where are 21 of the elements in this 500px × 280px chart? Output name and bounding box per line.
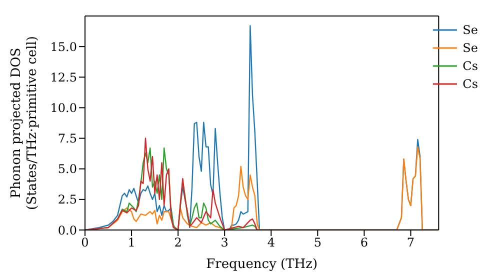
x-tick-label: 7: [406, 236, 415, 250]
y-axis-title: Phonon projected DOS (States/THz·primitive cell): [9, 36, 40, 210]
x-axis-title: Frequency (THz): [206, 257, 318, 272]
y-tick-label: 2.5: [58, 192, 77, 207]
y-tick-label: 0.0: [58, 223, 77, 238]
legend-label: Cs: [462, 76, 478, 92]
y-tick-label: 12.5: [50, 70, 77, 84]
legend-label: Cs: [462, 58, 478, 74]
x-tick-label: 2: [174, 236, 182, 250]
x-tick-label: 1: [128, 236, 136, 250]
x-tick-label: 3: [220, 236, 228, 250]
x-tick-label: 0: [81, 236, 89, 250]
legend-label: Se: [462, 40, 478, 56]
x-tick-label: 5: [314, 236, 322, 250]
x-tick-label: 4: [267, 236, 276, 250]
y-tick-label: 7.5: [58, 132, 77, 146]
y-tick-label: 15.0: [50, 40, 77, 54]
y-tick-label: 10.0: [50, 100, 77, 115]
y-tick-label: 5.0: [58, 162, 77, 176]
legend-label: Se: [462, 22, 478, 38]
x-tick-label: 6: [360, 236, 368, 250]
